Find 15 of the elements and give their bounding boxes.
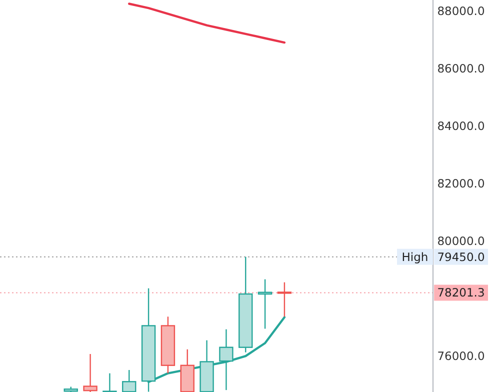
candlestick [83,353,98,392]
y-tick-label: 76000.0 [437,349,485,364]
ref-line-label: High [402,250,428,264]
y-tick-label: 80000.0 [437,234,485,248]
y-tick-label: 86000.0 [437,61,485,76]
line-series [128,2,286,44]
y-tick-label: 82000.0 [437,176,485,190]
y-tick-label: 88000.0 [437,4,485,18]
y-tick-label: 84000.0 [437,118,485,133]
candlestick [277,282,292,318]
text: 79450.0 [437,250,485,264]
text: 78201.3 [437,286,485,300]
candlestick [258,278,272,330]
candlestick [122,369,136,392]
candlestick [102,372,117,392]
